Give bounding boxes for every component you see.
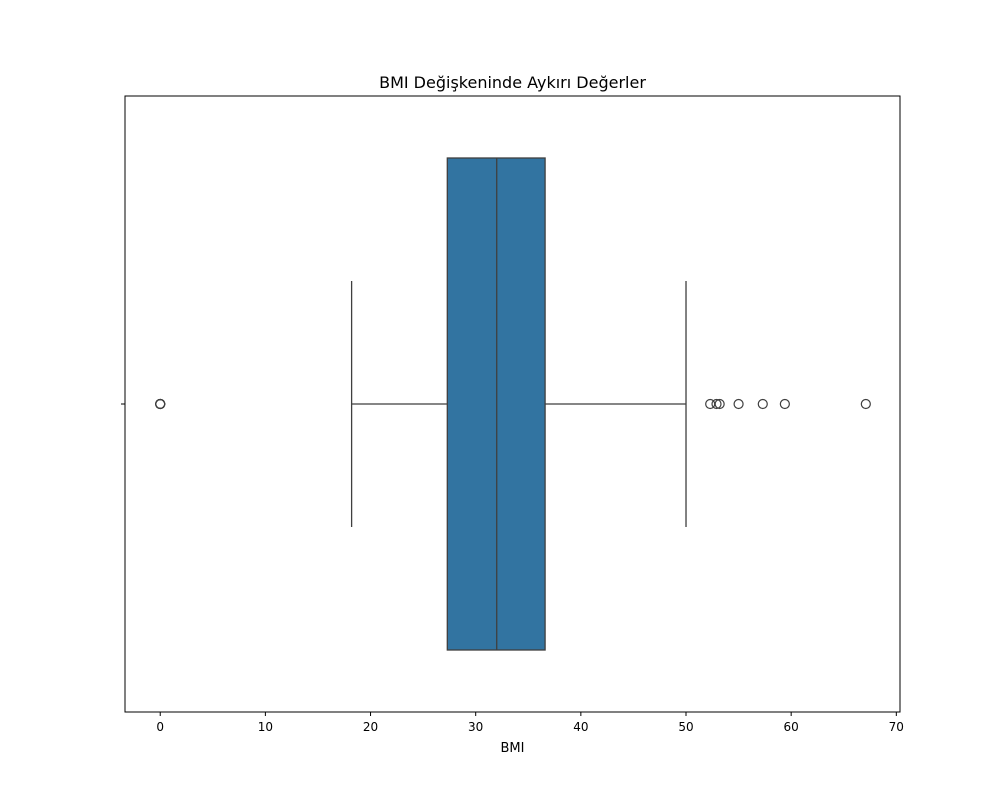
x-tick-label: 50 [678, 720, 693, 734]
x-tick-label: 40 [573, 720, 588, 734]
x-tick-label: 70 [889, 720, 904, 734]
x-tick-label: 60 [784, 720, 799, 734]
plot-area: 0 10 20 30 40 50 60 70 [121, 95, 904, 734]
x-tick-label: 20 [363, 720, 378, 734]
x-axis-label: BMI [501, 741, 525, 756]
chart-title: BMI Değişkeninde Aykırı Değerler [379, 73, 646, 92]
outlier-point [733, 398, 744, 410]
x-tick-label: 30 [468, 720, 483, 734]
outlier-point [779, 398, 790, 410]
outlier-point [860, 398, 871, 410]
x-tick-label: 0 [156, 720, 164, 734]
outlier-point [155, 398, 166, 410]
outlier-point [711, 398, 722, 410]
outlier-point [757, 398, 768, 410]
outlier-point [714, 398, 725, 410]
x-tick-label: 10 [258, 720, 273, 734]
